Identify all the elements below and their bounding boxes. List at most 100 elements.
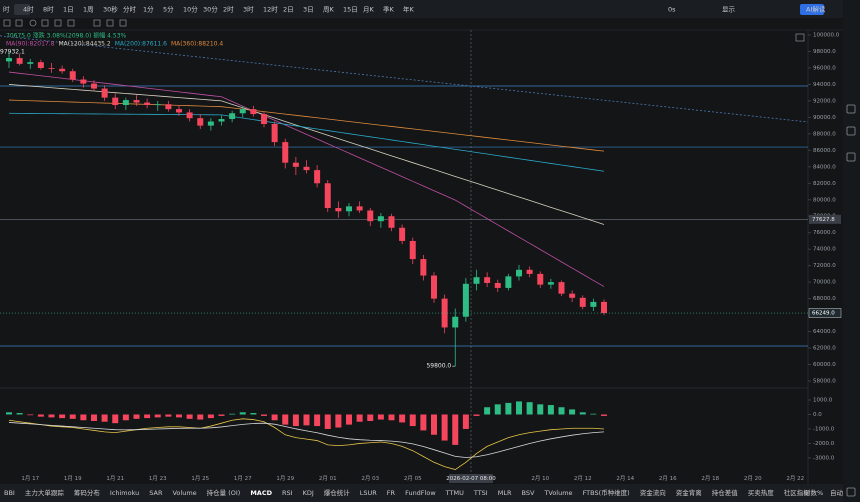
indicator-tab[interactable]: 筹码分布 [74,488,101,497]
candle-body [112,97,119,106]
icon[interactable] [67,19,75,27]
indicator-tab[interactable]: Volume [172,489,196,497]
indicator-tab[interactable]: TTMU [445,489,464,497]
interval-button[interactable]: 30秒 [103,5,118,14]
candle-body [48,67,55,69]
indicator-tab[interactable]: 主力大单跟踪 [25,488,65,497]
interval-button[interactable]: 10分 [183,5,198,14]
indicator-tab[interactable]: FR [387,489,396,497]
interval-button[interactable]: 时 [3,5,10,14]
indicator-tab[interactable]: 持仓量 (OI) [207,488,241,497]
macd-bar [112,414,119,424]
y-tick-label: 92000.0 [813,98,836,104]
candle-body [271,123,278,143]
icon[interactable] [846,104,856,114]
x-tick-label: 2月 05 [404,475,422,482]
crosshair-time: 2026-02-07 08:00 [446,476,496,482]
scale-option[interactable]: % [817,489,823,497]
interval-button[interactable]: 4时 [23,5,34,14]
indicator-tab[interactable]: MACD [250,489,272,497]
toolbar-button[interactable]: 0s [668,6,676,14]
indicator-tab[interactable]: SAR [149,489,163,497]
icon[interactable] [54,19,62,27]
y-tick-label: 62000.0 [813,346,836,352]
scale-option[interactable]: 自动 [830,488,844,497]
icon[interactable] [795,33,805,42]
interval-button[interactable]: 30分 [203,5,218,14]
interval-button[interactable]: 3时 [243,5,254,14]
icon[interactable] [119,19,127,27]
ai-button-bg[interactable] [800,4,824,15]
candle-body [367,210,374,222]
interval-button[interactable]: 15日 [343,6,358,14]
indicator-tab[interactable]: RSI [282,489,293,497]
interval-button[interactable]: 1周 [83,6,94,14]
indicator-tab[interactable]: BSV [521,489,534,497]
toolbar-button[interactable]: 显示 [722,6,736,14]
macd-bar [388,414,395,421]
icon[interactable] [106,19,114,27]
icon[interactable] [29,19,37,27]
icon[interactable] [846,152,856,162]
y-tick-label: 58000.0 [813,378,836,384]
indicator-tab[interactable]: 买卖热度 [748,488,775,497]
indicator-tab[interactable]: 社区指标 [784,488,811,497]
indicator-tab[interactable]: MLR [498,489,512,497]
interval-button[interactable]: 周K [323,6,335,14]
indicator-tab[interactable]: 爆仓统计 [324,488,351,497]
candle-body [590,301,597,307]
interval-button[interactable]: 季K [383,5,395,14]
interval-button[interactable]: 3日 [303,6,314,14]
indicator-tab[interactable]: TVolume [543,489,572,497]
icon[interactable] [3,19,11,27]
macd-bar [218,414,225,416]
interval-button[interactable]: 分时 [123,5,137,14]
indicator-tab[interactable]: 资金流向 [640,488,666,497]
x-tick-label: 1月 19 [64,475,82,482]
macd-bar [303,414,310,426]
macd-bar [27,414,34,416]
candle-body [420,259,427,276]
interval-button[interactable]: 年K [403,5,415,14]
icon[interactable] [846,126,856,136]
macd-bar [346,414,352,425]
scale-option[interactable]: 对数 [804,488,818,497]
icon[interactable] [93,19,101,27]
indicator-tab[interactable]: 资金背离 [676,488,703,497]
indicator-tab[interactable]: TTSI [473,489,488,497]
candle-body [186,112,193,119]
icon[interactable] [41,19,49,27]
indicator-tab[interactable]: FundFlow [405,489,436,497]
toolbar-button[interactable]: AI解读 [806,5,826,14]
macd-bar [59,414,66,419]
candle-body [505,276,512,288]
interval-button[interactable]: 2日 [283,6,294,14]
macd-bar [324,414,331,429]
macd-line [8,422,605,458]
interval-button[interactable]: 5分 [163,5,174,14]
y-tick-label: 98000.0 [813,49,836,55]
macd-bar [431,414,437,435]
interval-button[interactable]: 月K [363,6,375,14]
candle-body [144,102,151,106]
macd-bar [80,414,87,421]
indicator-tab[interactable]: 持仓差值 [712,488,739,497]
interval-button[interactable]: 2时 [223,5,234,14]
icon[interactable] [846,487,856,497]
interval-button[interactable]: 12时 [263,5,278,14]
icon[interactable] [15,19,23,27]
candle-body [601,301,607,314]
indicator-tab[interactable]: FTBS(币种维度) [583,488,630,497]
indicator-tab[interactable]: Ichimoku [110,489,139,497]
active-interval-bg [14,4,30,15]
interval-button[interactable]: 1分 [143,5,154,14]
candle-body [101,88,108,98]
indicator-tab[interactable]: LSUR [360,489,378,497]
interval-button[interactable]: 8时 [43,5,54,14]
macd-bar [314,414,321,427]
interval-button[interactable]: 1日 [63,6,74,14]
candle-body [91,83,97,89]
indicator-tab[interactable]: KDJ [303,489,314,497]
indicator-tab[interactable]: BBI [4,489,15,497]
